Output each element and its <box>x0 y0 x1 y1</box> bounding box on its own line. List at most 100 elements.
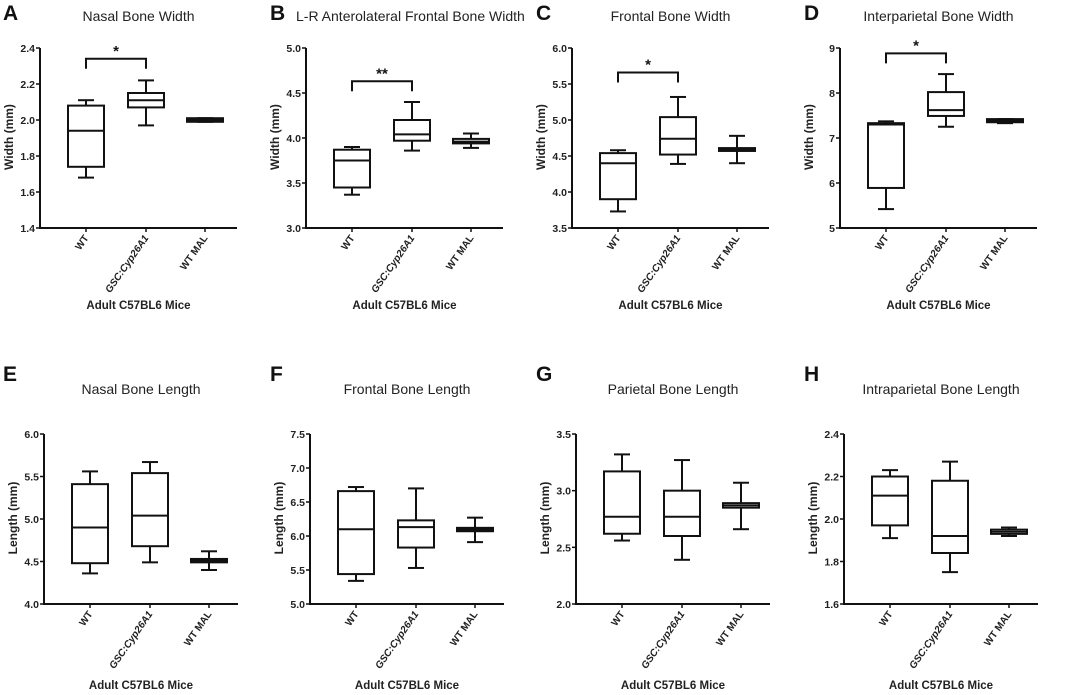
y-tick-label: 2.2 <box>824 472 839 484</box>
bracket-line <box>351 80 413 92</box>
box-wt-mal <box>718 134 756 165</box>
iqr-box <box>871 475 909 527</box>
y-tick-label: 5.5 <box>290 565 305 577</box>
y-tick-label: 2.4 <box>824 429 839 441</box>
x-axis-label: Adult C57BL6 Mice <box>354 680 460 692</box>
x-tick-label: WT <box>610 609 628 628</box>
box-wt <box>871 469 909 540</box>
panel-letter: H <box>804 363 820 386</box>
iqr-box <box>333 148 371 189</box>
box-wt-mal <box>186 117 224 123</box>
plot-area: 4.0 4.5 5.0 5.5 6.0 WT GSC:Cyp26A1 WT MAL <box>24 429 238 671</box>
x-tick-label: WT MAL <box>179 233 211 272</box>
x-tick-label: WT <box>74 233 92 252</box>
chart-title: Intraparietal Bone Length <box>862 381 1020 397</box>
iqr-box <box>599 152 637 201</box>
box-wt-mal <box>190 550 228 571</box>
x-tick-label: GSC:Cyp26A1 <box>370 233 418 295</box>
x-axis-label: Adult C57BL6 Mice <box>88 680 194 692</box>
iqr-box <box>659 116 697 156</box>
box-wt <box>71 470 109 575</box>
y-axis-label: Length (mm) <box>272 481 286 555</box>
box-gsc-cyp26a1 <box>393 101 431 152</box>
x-tick-label: GSC:Cyp26A1 <box>640 609 688 671</box>
iqr-box <box>71 483 109 565</box>
panel-h: 1.6 1.8 2.0 2.2 2.4 WT GSC:Cyp26A1 WT MAL H Intra… <box>800 345 1068 692</box>
chart-title: Nasal Bone Width <box>82 8 195 24</box>
bracket-line <box>617 71 679 83</box>
y-tick-label: 2.0 <box>556 599 571 611</box>
iqr-box <box>67 104 105 168</box>
x-axis-label: Adult C57BL6 Mice <box>86 300 191 312</box>
y-tick-label: 5.5 <box>24 472 39 484</box>
y-tick-label: 1.8 <box>20 151 35 163</box>
x-tick-label: WT MAL <box>979 233 1011 272</box>
iqr-box <box>337 490 375 576</box>
y-tick-label: 6.0 <box>290 531 305 543</box>
y-tick-label: 3.5 <box>556 429 571 441</box>
y-tick-label: 1.8 <box>824 557 839 569</box>
x-tick-label: WT <box>606 233 624 252</box>
plot-area: 3.5 4.0 4.5 5.0 5.5 6.0 WT GSC:Cyp26A1 WT MAL * <box>552 43 769 295</box>
y-axis-label: Length (mm) <box>538 481 552 555</box>
panel-g: 2.0 2.5 3.0 3.5 WT GSC:Cyp26A1 WT MAL G Parietal… <box>532 345 800 692</box>
plot-area: 1.6 1.8 2.0 2.2 2.4 WT GSC:Cyp26A1 WT MAL <box>824 429 1038 671</box>
box-gsc-cyp26a1 <box>397 487 435 569</box>
box-wt <box>599 149 637 213</box>
significance-label: * <box>645 56 651 73</box>
y-tick-label: 3.0 <box>556 486 571 498</box>
box-wt <box>333 146 371 196</box>
y-tick-label: 4.5 <box>286 88 301 100</box>
y-axis-label: Length (mm) <box>6 481 20 555</box>
y-tick-label: 5.0 <box>290 599 305 611</box>
panel-b: 3.0 3.5 4.0 4.5 5.0 WT GSC:Cyp26A1 WT MAL ** B L-R… <box>266 0 534 345</box>
box-wt <box>67 99 105 179</box>
y-tick-label: 6.0 <box>24 429 39 441</box>
y-tick-label: 7.5 <box>290 429 305 441</box>
x-axis-label: Adult C57BL6 Mice <box>620 680 726 692</box>
chart-title: Parietal Bone Length <box>607 381 739 397</box>
y-tick-label: 8 <box>829 88 835 100</box>
y-tick-label: 5.0 <box>24 514 39 526</box>
y-tick-label: 1.6 <box>20 187 35 199</box>
y-axis-label: Width (mm) <box>2 104 16 170</box>
y-tick-label: 3.0 <box>286 223 301 235</box>
significance-bracket: ** <box>351 65 413 92</box>
iqr-box <box>867 122 905 189</box>
x-axis-label: Adult C57BL6 Mice <box>352 300 457 312</box>
y-tick-label: 4.0 <box>552 187 567 199</box>
box-gsc-cyp26a1 <box>931 460 969 574</box>
y-tick-label: 6.0 <box>552 43 567 55</box>
plot-area: 5 6 7 8 9 WT GSC:Cyp26A1 WT MAL * <box>829 37 1037 295</box>
x-tick-label: GSC:Cyp26A1 <box>908 609 956 671</box>
y-tick-label: 6 <box>829 178 835 190</box>
panel-d: 5 6 7 8 9 WT GSC:Cyp26A1 WT MAL * D Interparietal … <box>800 0 1068 345</box>
y-tick-label: 2.4 <box>20 43 35 55</box>
chart-title: L-R Anterolateral Frontal Bone Width <box>296 8 525 24</box>
box-gsc-cyp26a1 <box>131 461 169 564</box>
box-gsc-cyp26a1 <box>927 73 965 128</box>
x-tick-label: GSC:Cyp26A1 <box>104 233 152 295</box>
y-tick-label: 4.0 <box>24 599 39 611</box>
panel-f: 5.0 5.5 6.0 6.5 7.0 7.5 WT GSC:Cyp26A1 WT MAL F Fr… <box>266 345 534 692</box>
y-tick-label: 5 <box>829 223 835 235</box>
y-tick-label: 6.5 <box>290 497 305 509</box>
x-axis-label: Adult C57BL6 Mice <box>618 300 723 312</box>
x-tick-label: WT <box>878 609 896 628</box>
panel-letter: D <box>804 2 820 25</box>
panel-a: 1.4 1.6 1.8 2.0 2.2 2.4 WT GSC:Cyp26A1 WT MAL * A N… <box>0 0 268 345</box>
iqr-box <box>397 519 435 549</box>
iqr-box <box>131 472 169 548</box>
iqr-box <box>603 470 641 535</box>
y-tick-label: 7 <box>829 133 835 145</box>
box-wt <box>867 120 905 211</box>
y-tick-label: 4.0 <box>286 133 301 145</box>
y-tick-label: 4.5 <box>24 557 39 569</box>
box-wt-mal <box>456 516 494 544</box>
x-tick-label: WT <box>344 609 362 628</box>
box-wt <box>603 453 641 542</box>
y-tick-label: 2.5 <box>556 542 571 554</box>
x-tick-label: GSC:Cyp26A1 <box>636 233 684 295</box>
y-axis-label: Width (mm) <box>268 104 282 170</box>
plot-area: 1.4 1.6 1.8 2.0 2.2 2.4 WT GSC:Cyp26A1 WT MAL * <box>20 43 237 295</box>
